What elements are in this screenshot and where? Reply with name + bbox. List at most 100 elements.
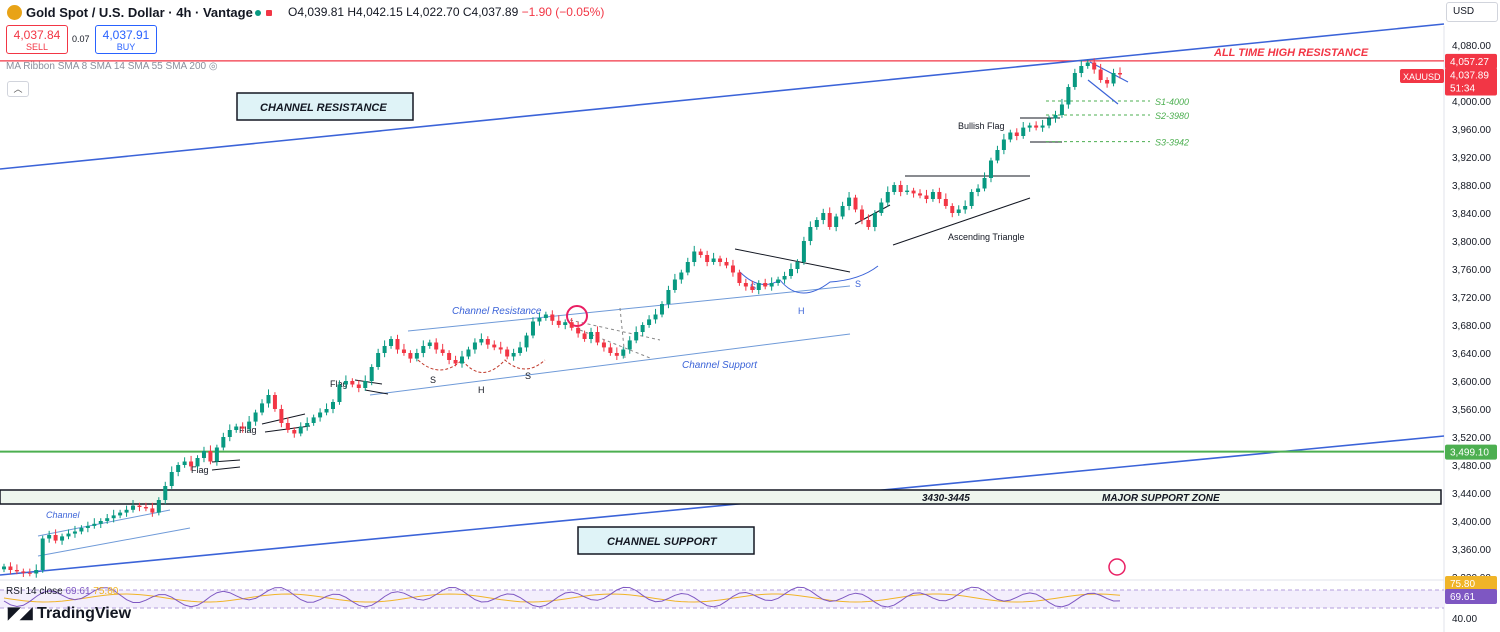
change-value: −1.90 (−0.05%) [521,5,605,19]
candle-body [1047,118,1052,126]
candle-body [543,314,548,318]
price-tick-label: 3,600.00 [1452,377,1491,388]
candle-body [930,192,935,199]
eye-icon[interactable]: ◎ [208,61,218,72]
candle-body [369,367,374,381]
final-wedge-lines [1087,61,1129,105]
candle-body [530,321,535,336]
channel-resistance-line [0,23,1445,170]
candle-body [1001,139,1006,150]
candle-body [350,381,355,385]
candle-body [434,342,439,350]
candle-body [1098,69,1103,80]
candle-body [769,283,774,287]
inner-channel-support-label: Channel Support [682,360,758,371]
candle-body [950,206,955,213]
channel-support-box-label: CHANNEL SUPPORT [607,536,718,548]
rsi-pane: 40.00 [0,579,1477,625]
candle-body [14,570,19,572]
rsi-name: RSI 14 close [6,586,63,597]
candle-body [537,318,542,322]
candle-body [905,190,910,192]
candle-body [189,461,194,467]
candle-body [408,353,413,359]
candle-body [834,216,839,227]
candle-body [692,251,697,262]
candle-body [498,347,503,350]
candle-body [524,335,529,348]
candle-body [976,188,981,192]
candle-body [53,535,58,541]
candle-body [711,258,716,262]
candle-body [1092,62,1097,70]
candle-body [27,572,32,574]
price-tick-label: 3,520.00 [1452,433,1491,444]
symbol-tag-bg [1400,69,1444,83]
rsi-ma-line [3,593,1121,603]
rsi-legend[interactable]: RSI 14 close 69.61 75.80 [6,586,118,597]
candle-body [208,451,213,462]
candle-body [34,570,39,574]
price-tick-label: 3,720.00 [1452,293,1491,304]
candle-body [156,500,161,513]
last-price-tag-text: 4,037.89 [1450,70,1489,81]
currency-selector[interactable]: USD [1446,2,1498,22]
indicator-legend[interactable]: MA Ribbon SMA 8 SMA 14 SMA 55 SMA 200 ◎ [6,61,218,72]
price-tick-label: 3,360.00 [1452,545,1491,556]
candle-body [8,566,13,570]
candle-body [814,220,819,227]
sell-button[interactable]: 4,037.84 SELL [6,25,68,54]
candle-body [1008,132,1013,140]
highlight-circle [566,305,588,327]
collapse-legend-button[interactable]: ︿ [7,81,29,97]
channel-resistance-box [236,92,414,121]
candle-body [324,409,329,413]
candle-body [1105,80,1110,84]
candle-body [1027,125,1032,128]
candle-body [550,314,555,321]
candle-body [1053,115,1058,119]
candle-body [21,571,26,573]
flag-icon[interactable] [266,10,272,16]
open-value: O4,039.81 [288,5,345,19]
candle-body [1118,73,1122,75]
candle-body [885,192,890,203]
hs2-right-shoulder: S [855,279,861,289]
candle-body [911,190,916,194]
candle-body [234,426,239,430]
candle-body [1040,125,1045,128]
currency-label: USD [1453,6,1475,17]
candle-body [627,340,632,350]
candle-body [247,421,252,429]
candle-body [782,276,787,280]
candle-body [789,269,794,276]
candle-body [1072,73,1077,87]
chevron-up-icon: ︿ [13,84,23,94]
candle-body [460,356,465,364]
candle-body [853,197,858,210]
inner-channel-resistance-label: Channel Resistance [452,306,542,317]
candle-body [421,346,426,353]
candle-body [92,523,97,526]
candle-body [659,304,664,315]
rsi-value-tag-bg [1445,589,1497,604]
candle-body [40,538,45,570]
candle-body [143,507,148,509]
buy-button[interactable]: 4,037.91 BUY [95,25,157,54]
symbol-tag-text: XAUUSD [1403,72,1441,82]
symbol-title[interactable]: Gold Spot / U.S. Dollar · 4h · Vantage [26,5,253,20]
major-support-zone [0,489,1442,505]
candle-body [795,262,800,269]
candle-body [318,412,323,418]
candle-body [305,423,310,427]
candles-group [2,58,1122,578]
price-tick-label: 3,400.00 [1452,517,1491,528]
gold-coin-icon [7,5,22,20]
candle-body [563,322,568,325]
rsi-tick-label: 40.00 [1452,614,1477,625]
price-tick-label: 3,840.00 [1452,209,1491,220]
candle-body [1034,125,1039,128]
candle-body [801,241,806,262]
candle-body [279,409,284,423]
